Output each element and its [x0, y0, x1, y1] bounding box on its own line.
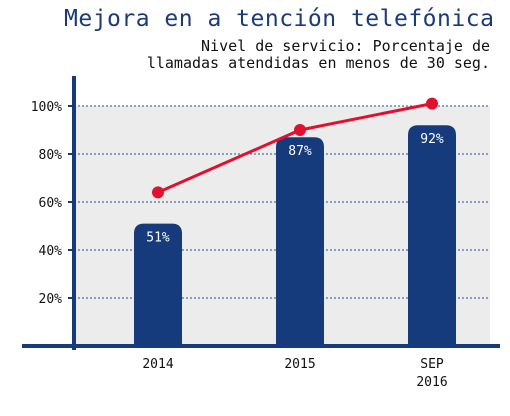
- bar-value-label: 87%: [288, 144, 312, 159]
- y-tick-label: 20%: [39, 292, 63, 307]
- series-point: [426, 97, 438, 110]
- x-tick-label: 2015: [284, 357, 315, 372]
- y-tick-label: 80%: [39, 148, 63, 163]
- y-tick-label: 60%: [39, 196, 63, 211]
- bar-value-label: 92%: [420, 132, 444, 147]
- y-tick-label: 40%: [39, 244, 63, 259]
- bar: [408, 125, 456, 346]
- subtitle-line: Nivel de servicio: Porcentaje de: [201, 37, 490, 55]
- x-tick-label: SEP: [420, 357, 444, 372]
- series-point: [294, 124, 306, 136]
- bar: [276, 137, 324, 346]
- x-tick-label: 2014: [142, 357, 173, 372]
- subtitle-line: llamadas atendidas en menos de 30 seg.: [146, 54, 490, 72]
- y-tick-label: 100%: [31, 100, 62, 115]
- chart-title: Mejora en a tención telefónica: [64, 6, 495, 32]
- bar: [134, 223, 182, 346]
- chart-subtitle: Nivel de servicio: Porcentaje de llamada…: [60, 38, 490, 72]
- bar-value-label: 51%: [146, 231, 170, 246]
- series-point: [152, 186, 164, 199]
- x-tick-label: 2016: [416, 375, 447, 390]
